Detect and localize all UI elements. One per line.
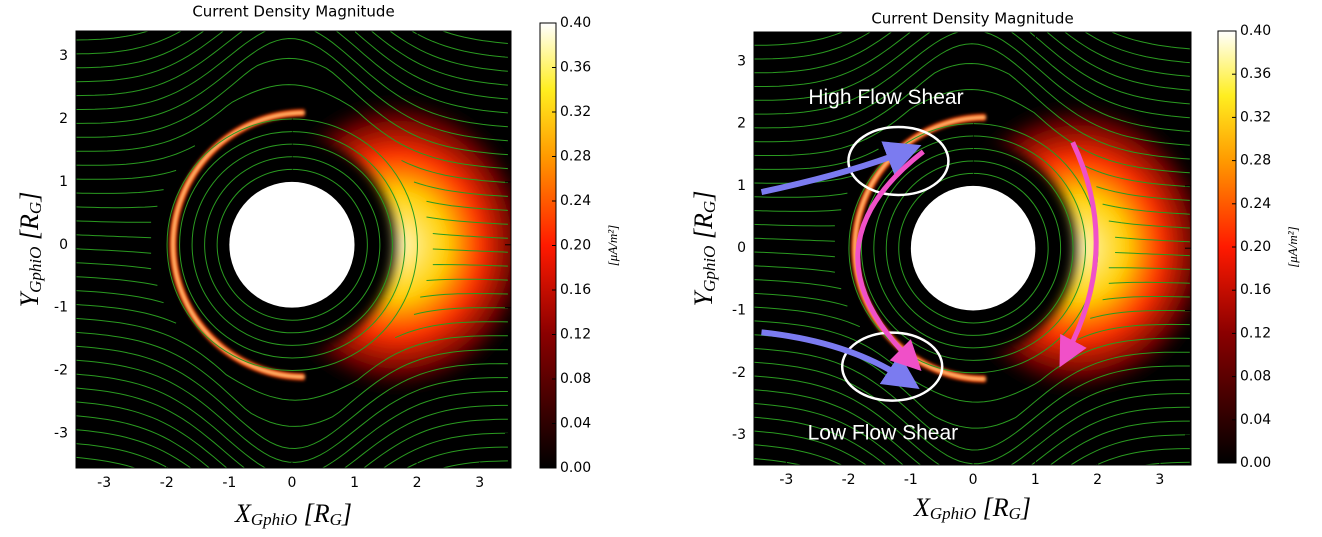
label-part: Y	[689, 289, 718, 306]
label-part: G	[26, 202, 45, 214]
colorbar-tick-label: 0.28	[1240, 153, 1271, 169]
highlight	[847, 125, 950, 197]
axes-frame	[75, 30, 512, 469]
colorbar-tick-label: 0.16	[560, 282, 591, 298]
y-tick-label: 2	[59, 111, 68, 127]
xlabel: XGphiO [RG]	[234, 499, 352, 529]
x-tick-label: -2	[842, 472, 856, 488]
planet	[229, 181, 355, 308]
plot-area	[76, 31, 511, 468]
colorbar-tick-label: 0.12	[560, 327, 591, 343]
ylabel: YGphiO [RG]	[689, 191, 719, 307]
y-tick-label: -1	[732, 302, 746, 318]
plot-area	[754, 32, 1191, 465]
x-tick-label: 0	[969, 472, 978, 488]
flow-arrow	[1059, 141, 1099, 368]
label-part: ]	[341, 499, 352, 528]
x-tick-label: 1	[1031, 472, 1040, 488]
label-part: GphiO	[930, 504, 976, 523]
label-part: [R	[15, 214, 44, 247]
label-part: GphiO	[700, 246, 719, 292]
colorbar-tick-label: 0.40	[560, 15, 591, 31]
y-tick-label: -2	[732, 365, 746, 381]
colorbar-tick-label: 0.16	[1240, 282, 1271, 298]
y-tick-label: -3	[54, 425, 68, 441]
label-part: ]	[15, 192, 44, 203]
x-tick-label: 0	[287, 475, 296, 491]
label-part: X	[234, 499, 252, 528]
colorbar-tick-label: 0.08	[560, 371, 591, 387]
label-part: G	[330, 510, 342, 529]
ylabel: YGphiO [RG]	[15, 192, 45, 308]
label-part: ]	[1020, 493, 1031, 522]
colorbar-tick-label: 0.28	[560, 149, 591, 165]
colorbar-tick-label: 0.24	[1240, 196, 1271, 212]
x-tick-label: -3	[97, 475, 111, 491]
y-tick-label: -2	[54, 363, 68, 379]
x-tick-label: -3	[779, 472, 793, 488]
x-tick-label: 3	[1155, 472, 1164, 488]
y-tick-label: -3	[732, 427, 746, 443]
label-part: [R	[297, 499, 330, 528]
colorbar-tick-label: 0.04	[1240, 412, 1271, 428]
colorbar-tick-label: 0.04	[560, 416, 591, 432]
flow-arrow	[855, 149, 925, 371]
colorbar-label: [μA/m²]	[605, 225, 620, 266]
label-part: ]	[689, 191, 718, 202]
colorbar-tick-label: 0.12	[1240, 325, 1271, 341]
y-tick-label: 0	[59, 237, 68, 253]
y-tick-label: 3	[737, 53, 746, 69]
colorbar-tick-label: 0.08	[1240, 369, 1271, 385]
label-part: Y	[15, 290, 44, 307]
chart-title: Current Density Magnitude	[871, 10, 1073, 28]
highlight	[840, 331, 944, 402]
colorbar-tick-label: 0.32	[1240, 109, 1271, 125]
colorbar-tick-label: 0.36	[1240, 66, 1271, 82]
label-part: G	[700, 201, 719, 213]
colorbar-tick-label: 0.00	[1240, 455, 1271, 471]
panel: -3 -2 -1 0 1 2 3 -3 -2 -1 0 1 2 3 Current Density Magn…	[15, 3, 620, 530]
annotation: Low Flow Shear	[808, 421, 959, 444]
y-tick-label: 0	[737, 240, 746, 256]
y-tick-label: 1	[59, 174, 68, 190]
flow-arrow	[760, 141, 922, 196]
y-tick-label: -1	[54, 300, 68, 316]
x-tick-label: -1	[222, 475, 236, 491]
planet	[910, 185, 1036, 311]
panel: High Flow Shear Low Flow Shear -3 -2 -1 0 1 2 3 -…	[689, 10, 1300, 524]
y-tick-label: 1	[737, 178, 746, 194]
label-part: [R	[976, 493, 1009, 522]
x-tick-label: 3	[475, 475, 484, 491]
colorbar-tick-label: 0.32	[560, 104, 591, 120]
inner-streamlines	[166, 118, 418, 371]
x-tick-label: 1	[350, 475, 359, 491]
colorbar-tick-label: 0.00	[560, 460, 591, 476]
colorbar-tick-label: 0.20	[1240, 239, 1271, 255]
label-part: GphiO	[251, 510, 297, 529]
colorbar-tick-label: 0.20	[560, 238, 591, 254]
xlabel: XGphiO [RG]	[913, 493, 1031, 523]
label-part: [R	[689, 213, 718, 246]
x-tick-label: 2	[1093, 472, 1102, 488]
colorbar-tick-label: 0.40	[1240, 23, 1271, 39]
x-tick-label: 2	[413, 475, 422, 491]
y-tick-label: 3	[59, 48, 68, 64]
colorbar-tick-label: 0.36	[560, 60, 591, 76]
inner-streamlines	[848, 123, 1099, 374]
x-tick-label: -2	[160, 475, 174, 491]
label-part: G	[1009, 504, 1021, 523]
chart-title: Current Density Magnitude	[192, 3, 394, 21]
label-part: GphiO	[26, 247, 45, 293]
annotation: High Flow Shear	[808, 86, 963, 109]
colorbar-label: [μA/m²]	[1285, 226, 1300, 267]
current-sheet	[171, 111, 305, 379]
y-tick-label: 2	[737, 116, 746, 132]
colorbar-tick-label: 0.24	[560, 193, 591, 209]
x-tick-label: -1	[904, 472, 918, 488]
streamlines	[76, 31, 508, 468]
label-part: X	[913, 493, 931, 522]
streamlines	[754, 32, 1190, 465]
